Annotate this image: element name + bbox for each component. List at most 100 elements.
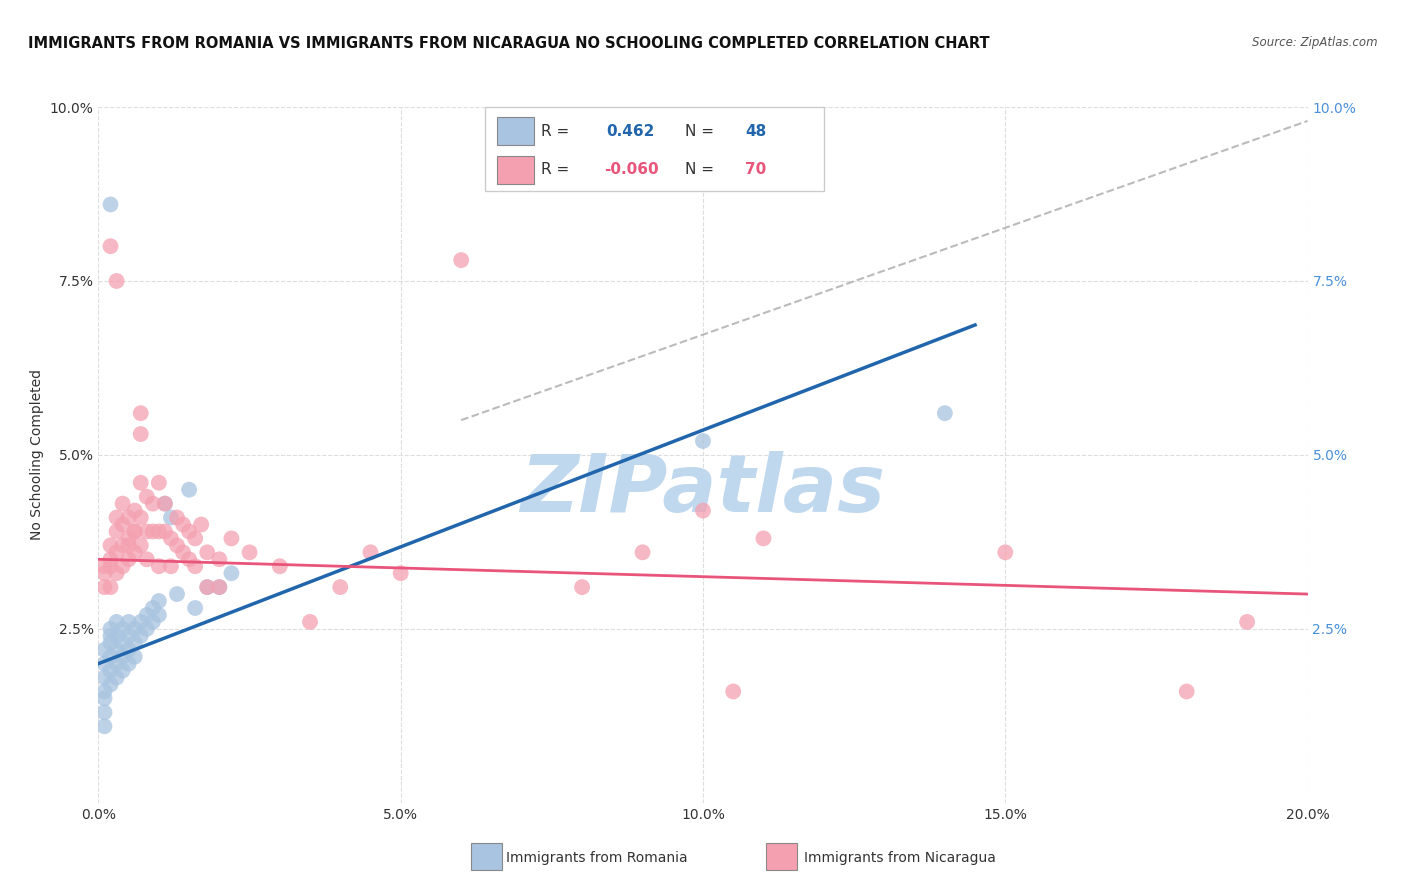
- Point: [124, 503, 146, 517]
- Text: -0.060: -0.060: [603, 162, 658, 178]
- Point: [153, 497, 176, 511]
- Point: [100, 649, 122, 664]
- Text: 70: 70: [745, 162, 766, 178]
- Point: [93, 691, 115, 706]
- Point: [111, 538, 134, 552]
- Point: [100, 622, 122, 636]
- Point: [195, 545, 218, 559]
- Text: N =: N =: [685, 162, 714, 178]
- Point: [692, 434, 714, 448]
- Point: [93, 580, 115, 594]
- Point: [124, 545, 146, 559]
- Point: [118, 657, 141, 671]
- Point: [329, 580, 352, 594]
- Point: [105, 615, 128, 629]
- Point: [111, 497, 134, 511]
- Point: [124, 524, 146, 539]
- Point: [129, 538, 152, 552]
- Text: 48: 48: [745, 124, 766, 139]
- Point: [450, 253, 472, 268]
- Point: [118, 552, 141, 566]
- Point: [166, 538, 188, 552]
- Point: [100, 677, 122, 691]
- Point: [994, 545, 1017, 559]
- Point: [93, 706, 115, 720]
- Point: [93, 559, 115, 574]
- Point: [118, 510, 141, 524]
- Point: [93, 657, 115, 671]
- Point: [124, 622, 146, 636]
- Point: [129, 475, 152, 490]
- Point: [166, 510, 188, 524]
- Point: [105, 642, 128, 657]
- Point: [160, 510, 183, 524]
- Point: [93, 719, 115, 733]
- Point: [93, 642, 115, 657]
- Point: [93, 684, 115, 698]
- FancyBboxPatch shape: [498, 156, 534, 184]
- Point: [93, 671, 115, 685]
- Point: [166, 587, 188, 601]
- Point: [208, 580, 231, 594]
- Point: [148, 559, 170, 574]
- Point: [153, 524, 176, 539]
- Point: [105, 524, 128, 539]
- Point: [135, 524, 157, 539]
- Point: [571, 580, 593, 594]
- Point: [221, 566, 243, 581]
- Point: [93, 566, 115, 581]
- Point: [172, 517, 194, 532]
- Text: IMMIGRANTS FROM ROMANIA VS IMMIGRANTS FROM NICARAGUA NO SCHOOLING COMPLETED CORR: IMMIGRANTS FROM ROMANIA VS IMMIGRANTS FR…: [28, 36, 990, 51]
- Point: [179, 552, 201, 566]
- Point: [184, 601, 207, 615]
- Point: [153, 497, 176, 511]
- Point: [118, 615, 141, 629]
- Point: [221, 532, 243, 546]
- Point: [179, 524, 201, 539]
- Point: [105, 657, 128, 671]
- Point: [118, 532, 141, 546]
- Point: [1236, 615, 1258, 629]
- Point: [142, 601, 165, 615]
- Point: [179, 483, 201, 497]
- Point: [124, 636, 146, 650]
- Point: [142, 524, 165, 539]
- Point: [129, 629, 152, 643]
- Point: [100, 636, 122, 650]
- Point: [129, 510, 152, 524]
- Point: [135, 622, 157, 636]
- Text: N =: N =: [685, 124, 714, 139]
- Point: [111, 559, 134, 574]
- Point: [118, 538, 141, 552]
- Point: [100, 629, 122, 643]
- Point: [160, 559, 183, 574]
- Point: [208, 552, 231, 566]
- Point: [111, 622, 134, 636]
- Point: [148, 475, 170, 490]
- Point: [105, 566, 128, 581]
- Point: [160, 532, 183, 546]
- Point: [135, 552, 157, 566]
- Point: [184, 532, 207, 546]
- Point: [105, 274, 128, 288]
- Point: [172, 545, 194, 559]
- Point: [111, 517, 134, 532]
- Point: [184, 559, 207, 574]
- Point: [389, 566, 412, 581]
- Point: [129, 615, 152, 629]
- Point: [239, 545, 262, 559]
- Point: [142, 497, 165, 511]
- Point: [135, 607, 157, 622]
- Point: [692, 503, 714, 517]
- Point: [124, 649, 146, 664]
- Point: [934, 406, 956, 420]
- Point: [752, 532, 775, 546]
- Point: [129, 406, 152, 420]
- Point: [142, 615, 165, 629]
- Point: [100, 538, 122, 552]
- Text: ZIPatlas: ZIPatlas: [520, 450, 886, 529]
- Text: Immigrants from Nicaragua: Immigrants from Nicaragua: [804, 851, 995, 865]
- Point: [100, 664, 122, 678]
- Point: [1175, 684, 1198, 698]
- Point: [118, 629, 141, 643]
